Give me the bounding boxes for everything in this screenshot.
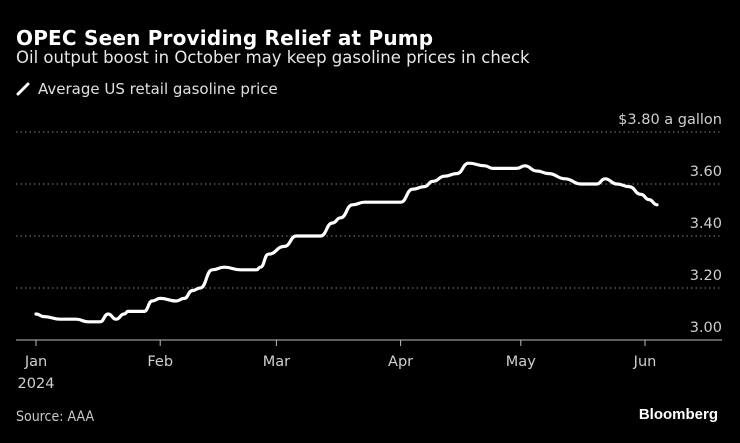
x-tick-label: Mar (263, 354, 290, 370)
legend-label: Average US retail gasoline price (38, 80, 278, 98)
chart-subtitle: Oil output boost in October may keep gas… (16, 48, 530, 67)
y-axis-labels: 3.00 3.20 3.40 3.60 $3.80 a gallon (618, 112, 722, 336)
x-axis: Jan 2024 Feb Mar Apr May Jun (16, 339, 722, 392)
chart-title: OPEC Seen Providing Relief at Pump (16, 26, 434, 50)
x-tick-label: Feb (147, 354, 173, 370)
x-tick-label: Jan (24, 354, 47, 370)
y-tick-label: 3.20 (690, 268, 722, 284)
gridlines (16, 131, 722, 289)
x-tick-label: May (506, 354, 536, 370)
y-tick-label: 3.60 (690, 164, 722, 180)
y-tick-label: 3.00 (690, 320, 722, 336)
x-tick-sublabel: 2024 (18, 376, 55, 392)
series-line-gasoline-price (34, 161, 659, 324)
source-note: Source: AAA (16, 409, 95, 425)
y-tick-label: $3.80 a gallon (618, 112, 722, 128)
bloomberg-logo: Bloomberg (638, 406, 718, 423)
line-swatch-icon (16, 82, 30, 96)
x-tick-label: Jun (633, 354, 657, 370)
y-tick-label: 3.40 (690, 216, 722, 232)
series-layer (34, 161, 659, 324)
legend: Average US retail gasoline price (16, 80, 278, 98)
x-tick-label: Apr (388, 354, 413, 370)
